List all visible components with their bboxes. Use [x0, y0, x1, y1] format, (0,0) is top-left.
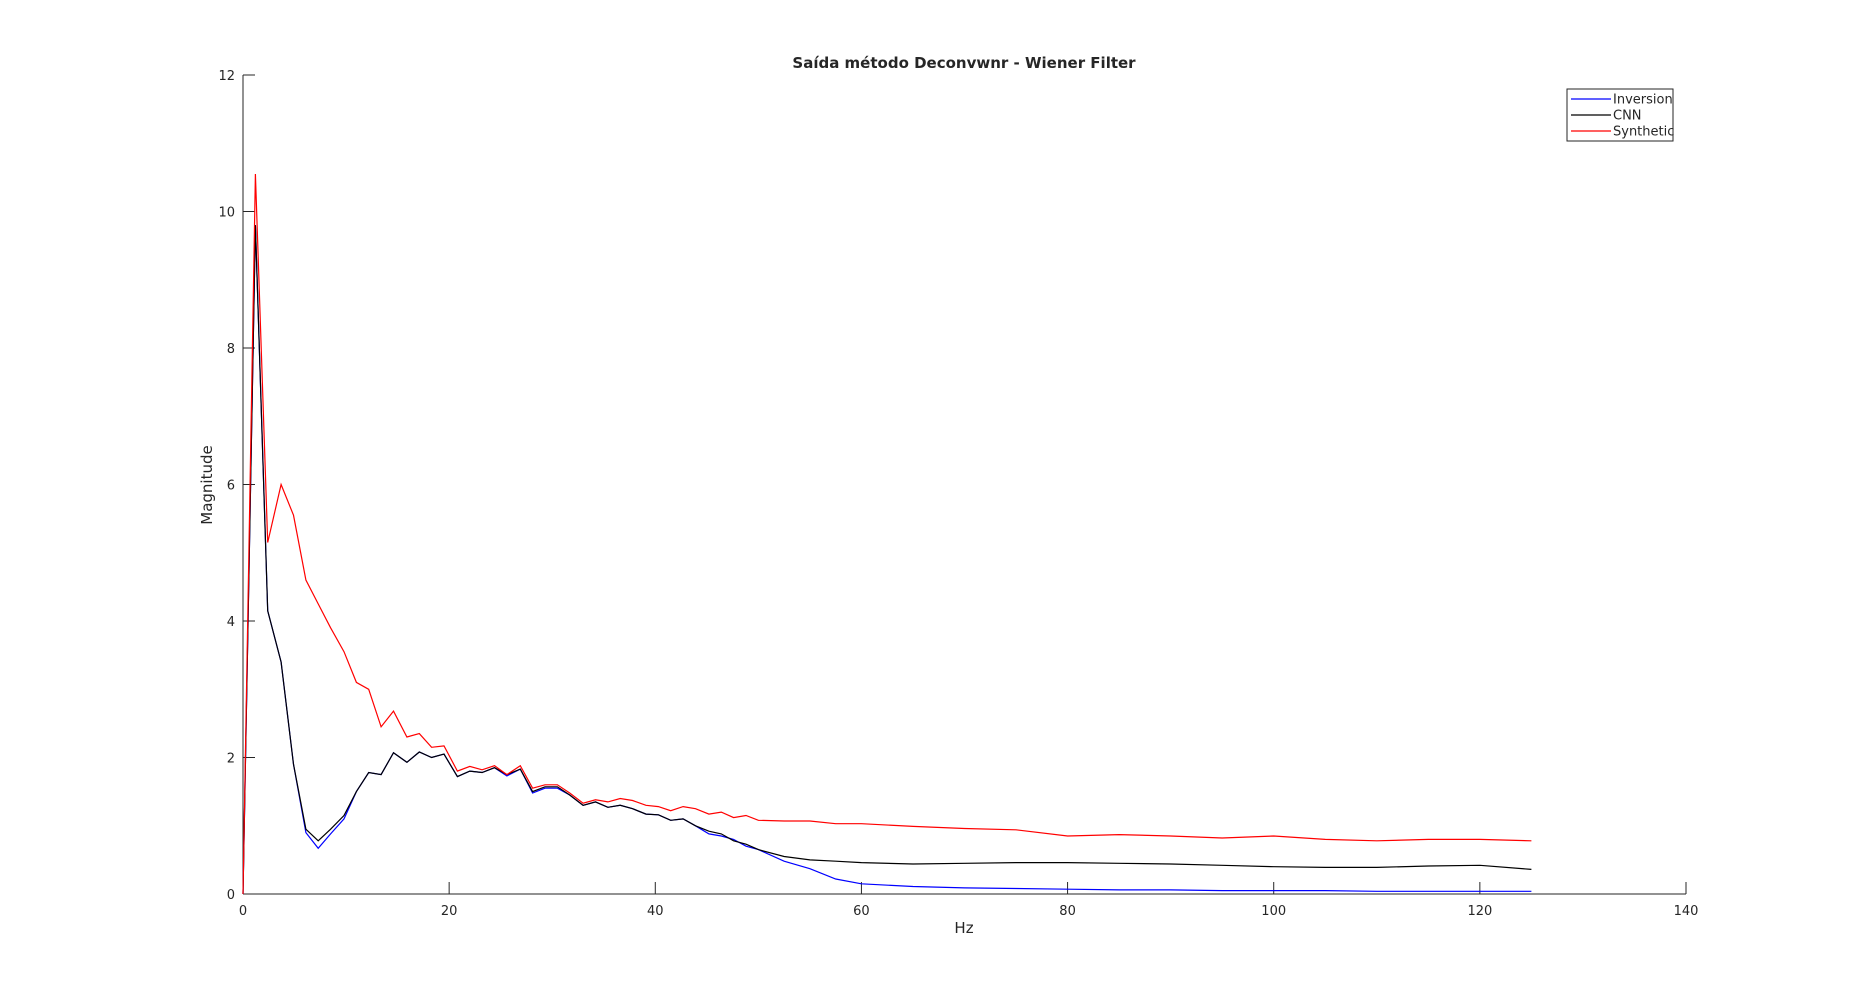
y-tick-label: 0: [227, 888, 235, 903]
y-tick-label: 2: [227, 752, 235, 767]
y-tick-label: 8: [227, 342, 235, 357]
y-tick-label: 10: [218, 206, 235, 221]
line-series: [242, 225, 1532, 895]
x-tick-label: 60: [853, 904, 870, 919]
x-tick-label: 140: [1674, 904, 1699, 919]
y-tick-label: 12: [218, 69, 235, 84]
y-tick-label: 6: [227, 479, 235, 494]
legend-label: CNN: [1613, 109, 1642, 124]
x-tick-label: 120: [1467, 904, 1492, 919]
y-tick-label: 4: [227, 615, 235, 630]
legend-label: Synthetic: [1613, 125, 1674, 140]
x-tick-label: 0: [239, 904, 247, 919]
x-tick-label: 100: [1261, 904, 1286, 919]
x-axis-label: Hz: [954, 919, 973, 937]
y-axis-label: Magnitude: [198, 445, 216, 524]
line-series: [242, 173, 1532, 895]
x-tick-label: 20: [441, 904, 458, 919]
chart-title: Saída método Deconvwnr - Wiener Filter: [792, 54, 1136, 72]
legend-label: Inversion: [1613, 93, 1673, 108]
line-series: [242, 225, 1532, 895]
x-tick-label: 40: [647, 904, 664, 919]
x-tick-label: 80: [1059, 904, 1076, 919]
